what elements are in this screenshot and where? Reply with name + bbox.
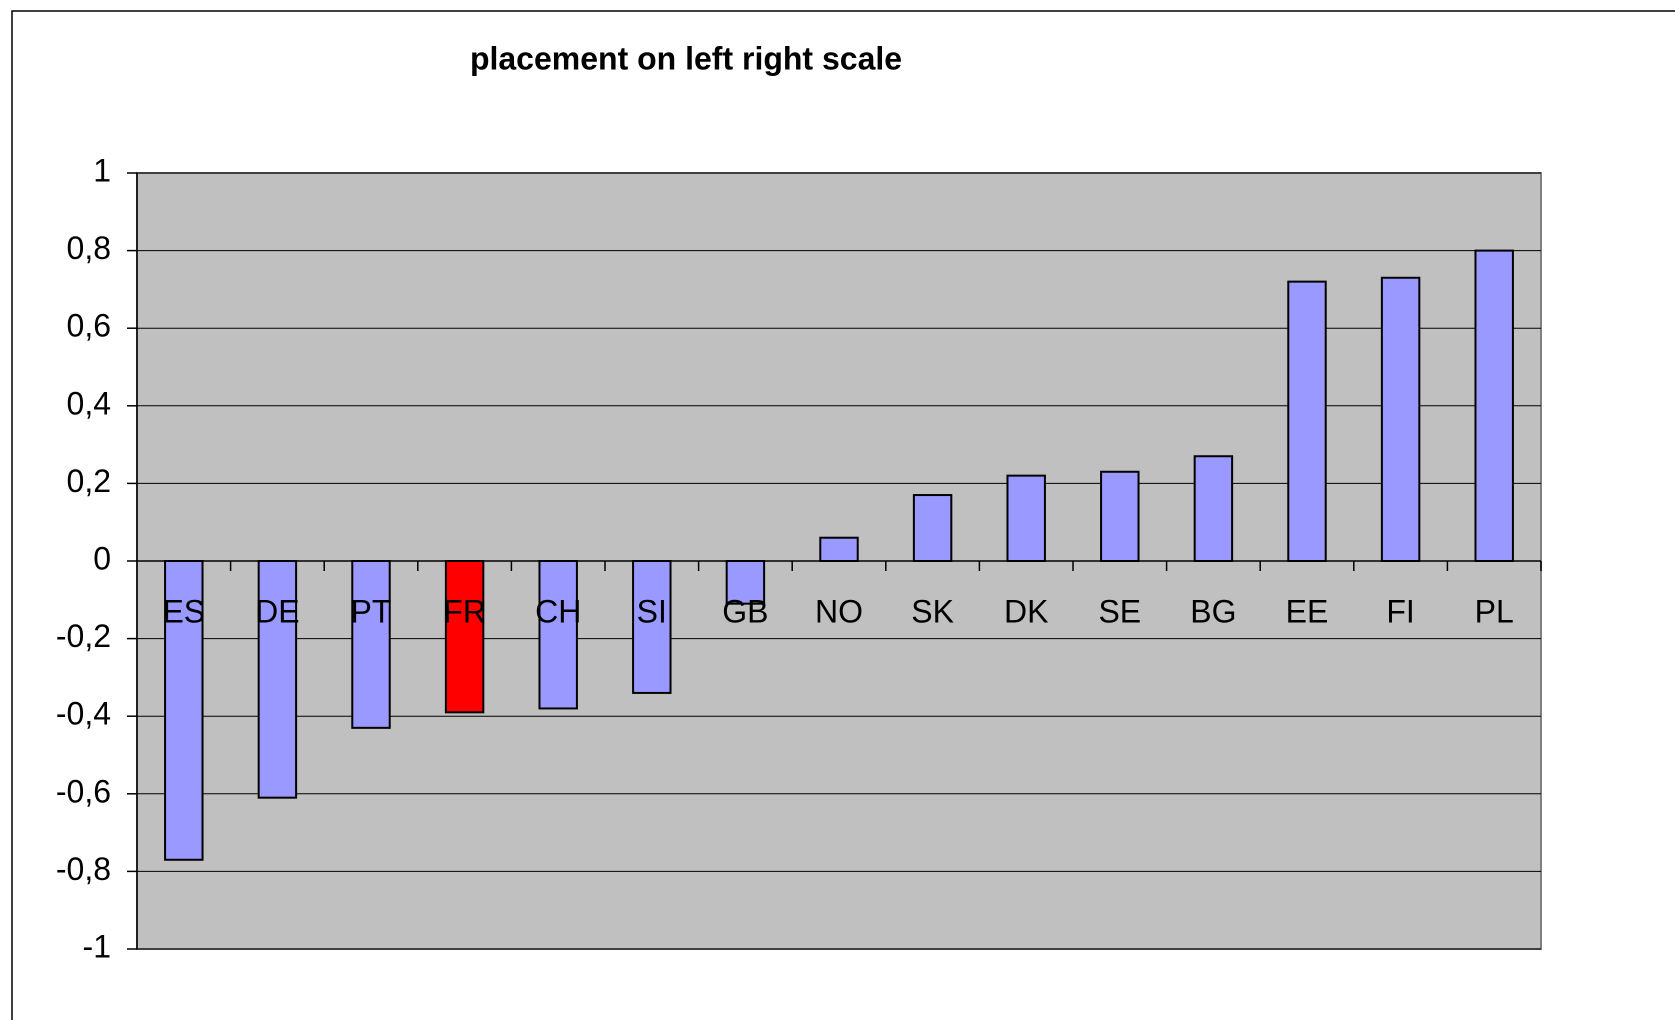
bar [1100, 470, 1140, 563]
bar [632, 560, 672, 694]
bar [444, 560, 485, 714]
y-tick-label: 0,2 [67, 463, 111, 499]
bar [725, 560, 766, 605]
bar [1193, 455, 1234, 562]
x-tick-label: BG [1190, 593, 1236, 629]
x-tick-label: FR [443, 593, 486, 629]
bar [912, 494, 953, 563]
y-tick-label: 0,4 [67, 385, 111, 421]
bar [1287, 280, 1327, 562]
bar [257, 560, 298, 799]
x-tick-label: SE [1098, 593, 1141, 629]
x-tick-label: DK [1004, 593, 1048, 629]
bar [1474, 249, 1514, 562]
y-tick-label: -0,4 [56, 696, 111, 732]
bar [819, 536, 859, 562]
x-tick-label: FI [1386, 593, 1414, 629]
x-tick-label: NO [815, 593, 863, 629]
y-tick-label: -0,2 [56, 618, 111, 654]
y-tick-label: -0,6 [56, 773, 111, 809]
x-tick-label: EE [1286, 593, 1329, 629]
x-tick-label: PL [1475, 593, 1514, 629]
bar [351, 560, 391, 729]
x-tick-label: PT [351, 593, 392, 629]
y-tick-label: 0,6 [67, 308, 111, 344]
bar [1380, 276, 1421, 562]
y-tick-label: -0,8 [56, 851, 111, 887]
bar [538, 560, 578, 710]
x-tick-label: SK [911, 593, 954, 629]
x-tick-label: GB [722, 593, 768, 629]
bar [1006, 474, 1046, 563]
x-tick-label: ES [162, 593, 205, 629]
y-tick-label: 0,8 [67, 230, 111, 266]
chart-title: placement on left right scale [470, 40, 902, 76]
x-tick-label: DE [255, 593, 299, 629]
y-tick-label: -1 [83, 928, 111, 964]
x-tick-label: CH [535, 593, 581, 629]
y-tick-label: 0 [93, 540, 111, 576]
x-tick-label: SI [637, 593, 667, 629]
y-tick-label: 1 [93, 152, 111, 188]
